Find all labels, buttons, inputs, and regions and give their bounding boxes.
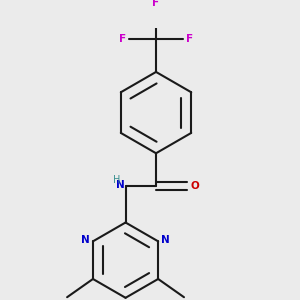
Text: N: N <box>116 180 124 190</box>
Text: F: F <box>119 34 126 44</box>
Text: N: N <box>161 235 170 245</box>
Text: H: H <box>113 175 121 185</box>
Text: O: O <box>190 182 199 191</box>
Text: F: F <box>152 0 160 8</box>
Text: N: N <box>81 235 90 245</box>
Text: F: F <box>186 34 193 44</box>
